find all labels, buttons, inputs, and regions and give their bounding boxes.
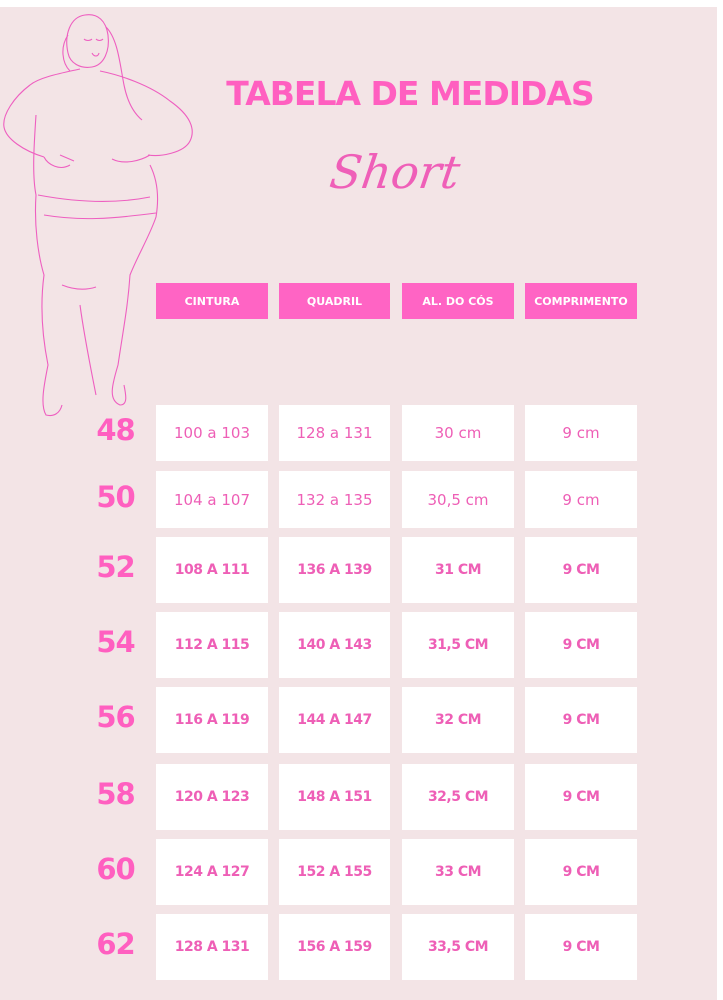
table-cell: 30 cm [402, 405, 514, 461]
table-cell: 9 CM [525, 537, 637, 603]
table-cell: 100 a 103 [156, 405, 268, 461]
table-cell: 148 A 151 [279, 764, 390, 830]
table-cell: 30,5 cm [402, 471, 514, 528]
table-cell: 9 CM [525, 764, 637, 830]
table-cell: 9 CM [525, 839, 637, 905]
table-cell: 32,5 CM [402, 764, 514, 830]
woman-figure-illustration [3, 14, 193, 417]
table-cell: 116 A 119 [156, 687, 268, 753]
header-comprimento: COMPRIMENTO [525, 283, 637, 319]
header-cintura: CINTURA [156, 283, 268, 319]
table-cell: 112 A 115 [156, 612, 268, 678]
size-label: 56 [96, 700, 135, 734]
table-cell: 9 CM [525, 687, 637, 753]
table-cell: 152 A 155 [279, 839, 390, 905]
page-title: TABELA DE MEDIDAS [226, 74, 594, 113]
right-border [717, 0, 723, 1000]
table-cell: 31,5 CM [402, 612, 514, 678]
table-cell: 132 a 135 [279, 471, 390, 528]
table-cell: 108 A 111 [156, 537, 268, 603]
size-label: 62 [96, 927, 135, 961]
table-cell: 104 a 107 [156, 471, 268, 528]
table-cell: 31 CM [402, 537, 514, 603]
table-cell: 128 a 131 [279, 405, 390, 461]
size-label: 50 [96, 479, 135, 514]
table-cell: 33 CM [402, 839, 514, 905]
table-cell: 124 A 127 [156, 839, 268, 905]
table-cell: 32 CM [402, 687, 514, 753]
table-cell: 9 cm [525, 405, 637, 461]
header-al-do-cos: AL. DO CÓS [402, 283, 514, 319]
header-quadril: QUADRIL [279, 283, 390, 319]
table-cell: 9 cm [525, 471, 637, 528]
size-label: 60 [96, 852, 135, 886]
table-cell: 128 A 131 [156, 914, 268, 980]
table-cell: 144 A 147 [279, 687, 390, 753]
top-border [0, 0, 723, 7]
page-subtitle: Short [326, 145, 464, 199]
table-cell: 9 CM [525, 914, 637, 980]
size-label: 48 [96, 413, 135, 447]
table-cell: 9 CM [525, 612, 637, 678]
table-cell: 156 A 159 [279, 914, 390, 980]
table-cell: 33,5 CM [402, 914, 514, 980]
size-label: 52 [96, 550, 135, 584]
size-label: 58 [96, 777, 135, 811]
table-cell: 140 A 143 [279, 612, 390, 678]
table-cell: 120 A 123 [156, 764, 268, 830]
table-cell: 136 A 139 [279, 537, 390, 603]
size-label: 54 [96, 625, 135, 659]
